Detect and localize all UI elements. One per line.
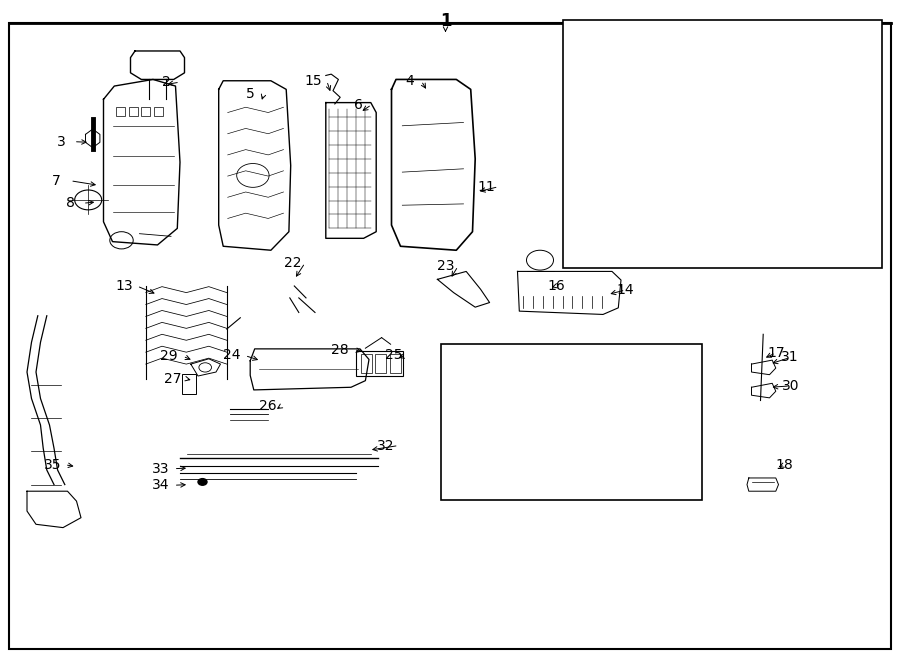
Text: 8: 8 xyxy=(66,196,75,211)
Circle shape xyxy=(198,479,207,485)
Bar xyxy=(356,351,403,376)
Text: 9: 9 xyxy=(778,88,788,103)
Text: 6: 6 xyxy=(354,97,363,112)
Text: 5: 5 xyxy=(246,87,255,101)
Text: 24: 24 xyxy=(223,348,241,363)
Text: 32: 32 xyxy=(376,438,394,453)
Text: 1: 1 xyxy=(440,12,451,30)
Bar xyxy=(361,354,372,373)
Bar xyxy=(154,107,163,116)
Text: 29: 29 xyxy=(160,349,178,363)
Text: 14: 14 xyxy=(616,283,634,297)
Bar xyxy=(141,107,150,116)
Text: 13: 13 xyxy=(115,279,133,293)
Text: 30: 30 xyxy=(781,379,799,393)
Text: 20: 20 xyxy=(610,457,628,472)
Text: 28: 28 xyxy=(331,342,349,357)
Text: 11: 11 xyxy=(477,179,495,194)
Text: 7: 7 xyxy=(52,173,61,188)
Bar xyxy=(390,354,400,373)
Text: 15: 15 xyxy=(304,73,322,88)
Bar xyxy=(562,20,882,268)
Text: 17: 17 xyxy=(767,346,785,360)
Text: 22: 22 xyxy=(284,256,302,270)
Bar xyxy=(182,374,196,394)
Text: 19: 19 xyxy=(502,365,520,379)
Text: 25: 25 xyxy=(384,348,402,363)
Text: 16: 16 xyxy=(547,279,565,293)
Text: 21: 21 xyxy=(465,440,483,454)
Text: 33: 33 xyxy=(151,461,169,476)
Text: 27: 27 xyxy=(164,371,182,386)
Text: 18: 18 xyxy=(776,457,794,472)
Bar xyxy=(375,354,386,373)
Text: 35: 35 xyxy=(43,457,61,472)
Text: 34: 34 xyxy=(151,478,169,493)
Text: 2: 2 xyxy=(162,75,171,89)
Text: 12: 12 xyxy=(801,167,819,182)
Text: 23: 23 xyxy=(436,259,454,273)
Text: 4: 4 xyxy=(405,73,414,88)
Text: 10: 10 xyxy=(795,236,813,251)
Text: 31: 31 xyxy=(781,350,799,365)
Bar xyxy=(441,344,702,500)
Bar xyxy=(116,107,125,116)
Text: 3: 3 xyxy=(57,134,66,149)
Text: 26: 26 xyxy=(259,399,277,413)
Bar xyxy=(129,107,138,116)
